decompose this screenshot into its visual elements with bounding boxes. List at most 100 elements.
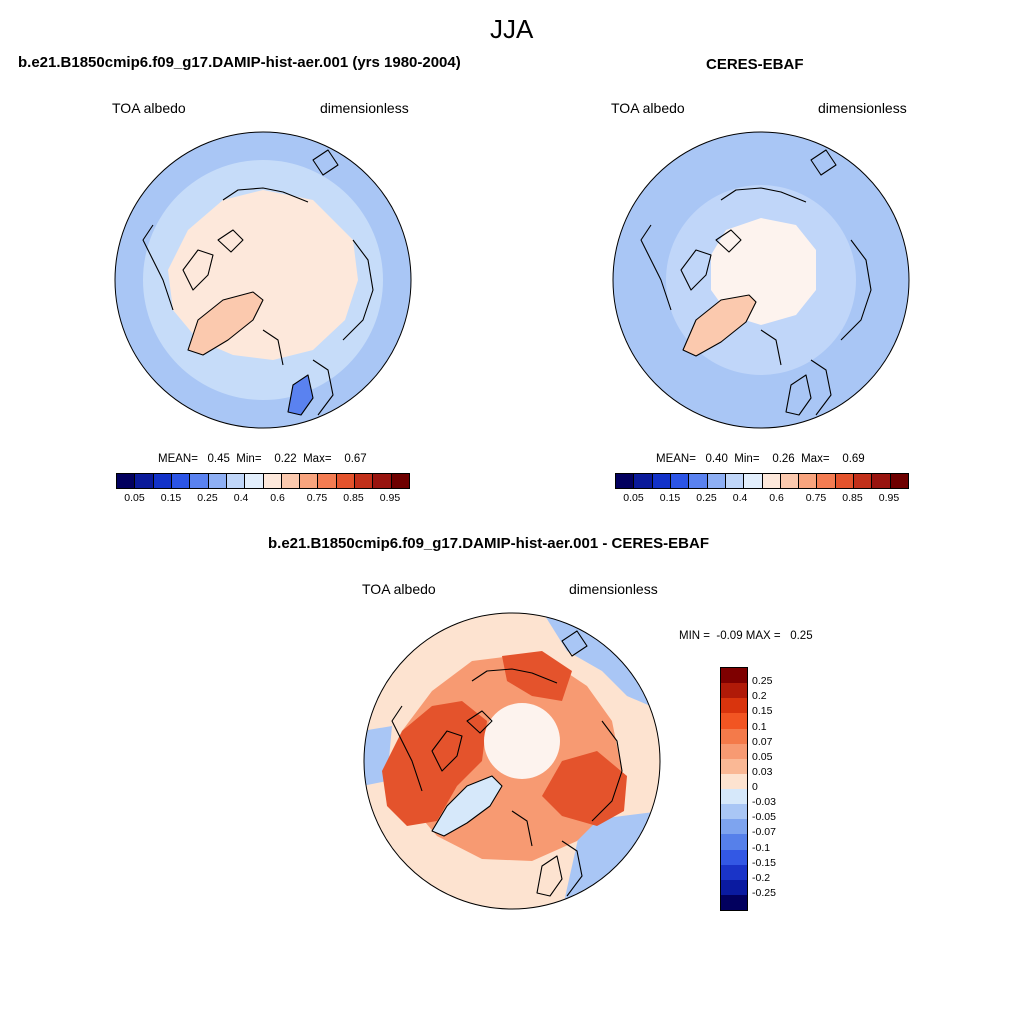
colorbar-swatch (689, 474, 708, 488)
colorbar-swatch (117, 474, 136, 488)
colorbar-swatch (616, 474, 635, 488)
colorbar-swatch (707, 474, 726, 488)
panel-1-title: b.e21.B1850cmip6.f09_g17.DAMIP-hist-aer.… (18, 54, 461, 71)
colorbar-swatch (300, 474, 319, 488)
colorbar-tick-label: -0.1 (752, 841, 771, 854)
colorbar-swatch (153, 474, 172, 488)
colorbar-tick-label: 0.05 (124, 492, 145, 504)
diff-strong-ring-north (502, 651, 572, 701)
colorbar-swatch (226, 474, 246, 488)
colorbar-tick-label: 0.4 (233, 492, 249, 504)
panel-1-variable-label: TOA albedo (112, 100, 186, 116)
colorbar-tick-label: 0.85 (343, 492, 364, 504)
panel-2-greenland (683, 295, 756, 356)
colorbar-swatch (721, 743, 747, 759)
colorbar-swatch (171, 474, 191, 488)
diff-polar-map (363, 612, 661, 910)
colorbar-swatch (721, 894, 747, 910)
panel-1-stats: MEAN= 0.45 Min= 0.22 Max= 0.67 (158, 453, 367, 465)
colorbar-swatch (373, 474, 392, 488)
colorbar-swatch (835, 474, 855, 488)
colorbar-swatch (245, 474, 264, 488)
colorbar-tick-label: -0.25 (752, 886, 776, 899)
colorbar-tick-label: 0.07 (752, 735, 773, 748)
colorbar-tick-label: 0.15 (659, 492, 681, 504)
panel-2-polar-map (612, 131, 910, 429)
colorbar-tick-label: 0.75 (306, 492, 328, 504)
colorbar-swatch (208, 474, 227, 488)
colorbar-tick-label: 0.15 (160, 492, 182, 504)
colorbar-swatch (652, 474, 671, 488)
panel-2-units-label: dimensionless (818, 100, 907, 116)
colorbar-tick-label: 0.25 (752, 675, 773, 688)
colorbar-swatch (721, 713, 747, 729)
diff-strong-ring (382, 701, 487, 826)
colorbar-swatch (725, 474, 745, 488)
colorbar-swatch (318, 474, 337, 488)
panel-1-polar-map (114, 131, 412, 429)
colorbar-swatch (744, 474, 763, 488)
diff-greenland-blue (432, 776, 502, 836)
colorbar-tick-label: 0.1 (752, 720, 767, 733)
colorbar-swatch (336, 474, 356, 488)
colorbar-tick-label: 0.85 (842, 492, 863, 504)
colorbar-swatch (721, 819, 747, 835)
panel-2-variable-label: TOA albedo (611, 100, 685, 116)
colorbar-tick-label: 0.25 (696, 492, 717, 504)
colorbar-swatch (391, 474, 409, 488)
colorbar-swatch (721, 668, 747, 684)
colorbar-swatch (721, 849, 747, 865)
diff-colorbar (720, 667, 748, 911)
diff-panel-stats: MIN = -0.09 MAX = 0.25 (679, 630, 813, 642)
panel-2-colorbar (615, 473, 909, 489)
colorbar-swatch (135, 474, 154, 488)
colorbar-tick-label: 0.2 (752, 690, 767, 703)
colorbar-swatch (780, 474, 800, 488)
colorbar-tick-label: 0.95 (878, 492, 900, 504)
panel-2-stats: MEAN= 0.40 Min= 0.26 Max= 0.69 (656, 453, 865, 465)
colorbar-swatch (634, 474, 653, 488)
colorbar-swatch (190, 474, 209, 488)
colorbar-tick-label: 0.95 (379, 492, 401, 504)
colorbar-swatch (762, 474, 781, 488)
colorbar-swatch (872, 474, 891, 488)
colorbar-tick-label: -0.2 (752, 871, 771, 884)
colorbar-swatch (721, 773, 747, 789)
colorbar-swatch (281, 474, 301, 488)
diff-pole-light (484, 703, 560, 779)
colorbar-swatch (799, 474, 818, 488)
colorbar-tick-label: 0.6 (769, 492, 784, 504)
panel-2-title: CERES-EBAF (706, 56, 804, 73)
colorbar-swatch (263, 474, 282, 488)
colorbar-tick-label: 0.6 (270, 492, 285, 504)
colorbar-swatch (355, 474, 374, 488)
colorbar-swatch (854, 474, 873, 488)
colorbar-tick-label: -0.07 (752, 826, 776, 839)
colorbar-tick-label: 0.4 (732, 492, 748, 504)
colorbar-tick-label: 0.15 (752, 705, 773, 718)
colorbar-tick-label: -0.15 (752, 856, 776, 869)
colorbar-tick-label: 0.05 (623, 492, 644, 504)
colorbar-swatch (721, 683, 747, 699)
colorbar-tick-label: 0.03 (752, 765, 773, 778)
colorbar-tick-label: 0.25 (197, 492, 218, 504)
colorbar-swatch (817, 474, 836, 488)
colorbar-tick-label: 0 (752, 781, 758, 793)
colorbar-tick-label: -0.03 (752, 796, 776, 809)
panel-1-greenland (188, 292, 263, 355)
colorbar-swatch (721, 728, 747, 744)
season-title: JJA (490, 14, 534, 44)
colorbar-tick-label: -0.05 (752, 811, 776, 824)
panel-1-units-label: dimensionless (320, 100, 409, 116)
diff-panel-units-label: dimensionless (569, 581, 658, 597)
colorbar-swatch (721, 834, 747, 850)
colorbar-swatch (670, 474, 690, 488)
colorbar-swatch (890, 474, 908, 488)
colorbar-swatch (721, 758, 747, 774)
panel-1-scandinavia (288, 375, 313, 415)
colorbar-swatch (721, 804, 747, 820)
colorbar-swatch (721, 789, 747, 805)
diff-panel-title: b.e21.B1850cmip6.f09_g17.DAMIP-hist-aer.… (268, 535, 709, 552)
panel-1-colorbar (116, 473, 410, 489)
colorbar-swatch (721, 864, 747, 880)
